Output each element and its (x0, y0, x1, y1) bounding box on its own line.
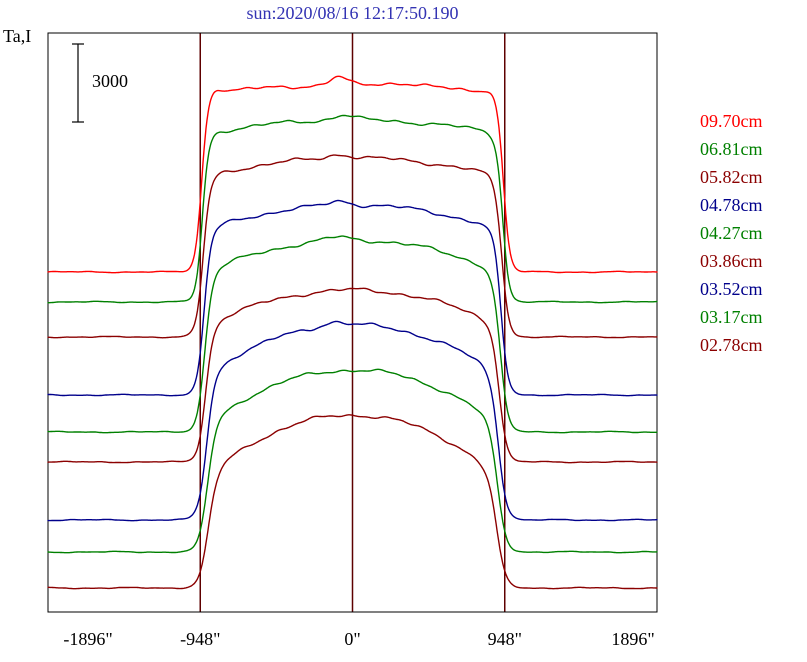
legend-item-09.70cm: 09.70cm (700, 111, 763, 131)
legend-item-04.78cm: 04.78cm (700, 195, 763, 215)
legend-item-04.27cm: 04.27cm (700, 223, 763, 243)
series-curve-02.78cm (47, 414, 658, 590)
series-curve-04.27cm (47, 235, 658, 434)
x-tick-label: 948" (487, 629, 522, 649)
series-curve-03.17cm (47, 368, 658, 554)
legend-item-02.78cm: 02.78cm (700, 335, 763, 355)
legend-item-03.86cm: 03.86cm (700, 251, 763, 271)
series-curve-09.70cm (47, 75, 658, 274)
series-curve-06.81cm (47, 114, 658, 304)
chart-title: sun:2020/08/16 12:17:50.190 (246, 3, 459, 23)
x-tick-label: 1896" (611, 629, 655, 649)
series-curve-03.52cm (47, 320, 658, 522)
legend-item-03.17cm: 03.17cm (700, 307, 763, 327)
scale-bar-label: 3000 (92, 71, 128, 91)
x-tick-label: 0" (344, 629, 361, 649)
y-axis-label: Ta,I (3, 26, 32, 46)
plot-frame (47, 32, 658, 613)
legend-item-06.81cm: 06.81cm (700, 139, 763, 159)
x-tick-label: -1896" (63, 629, 113, 649)
legend-item-03.52cm: 03.52cm (700, 279, 763, 299)
x-tick-label: -948" (180, 629, 221, 649)
series-curve-03.86cm (47, 287, 658, 464)
series-curve-04.78cm (47, 199, 658, 397)
series-curve-05.82cm (47, 154, 658, 339)
legend-item-05.82cm: 05.82cm (700, 167, 763, 187)
